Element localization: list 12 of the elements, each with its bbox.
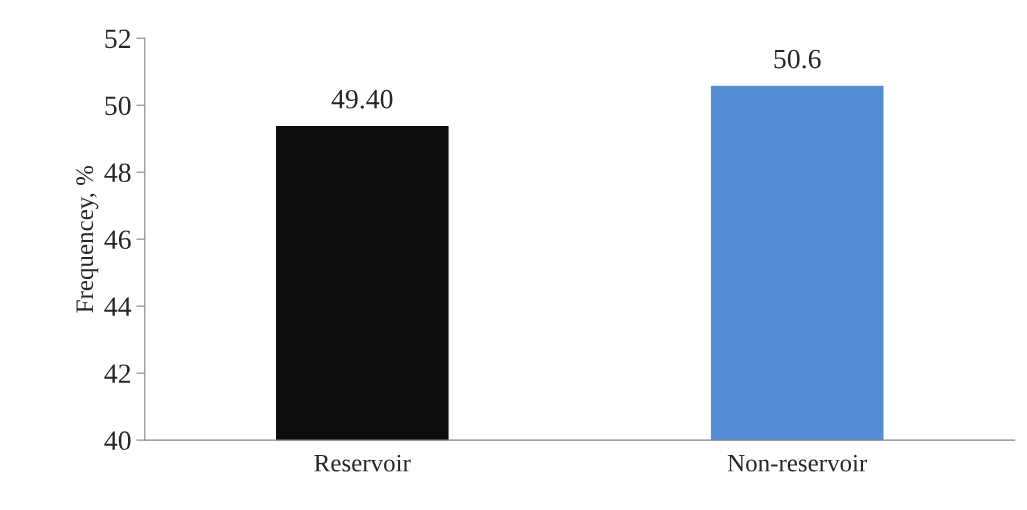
y-tick-label: 48: [104, 163, 131, 183]
data-label: 50.6: [774, 49, 821, 69]
y-tick-label: 44: [104, 297, 132, 316]
x-tick-label: Non-reservoir: [727, 454, 868, 472]
y-axis-title: Frequencey, %: [76, 165, 99, 313]
x-tick-label: Reservoir: [314, 454, 411, 472]
y-tick-label: 52: [105, 29, 131, 49]
y-tick-label: 42: [104, 364, 131, 383]
y-tick-label: 40: [104, 431, 131, 451]
data-label: 49.40: [331, 89, 393, 109]
y-tick-label: 50: [105, 96, 131, 116]
y-tick-label: 46: [104, 230, 131, 250]
